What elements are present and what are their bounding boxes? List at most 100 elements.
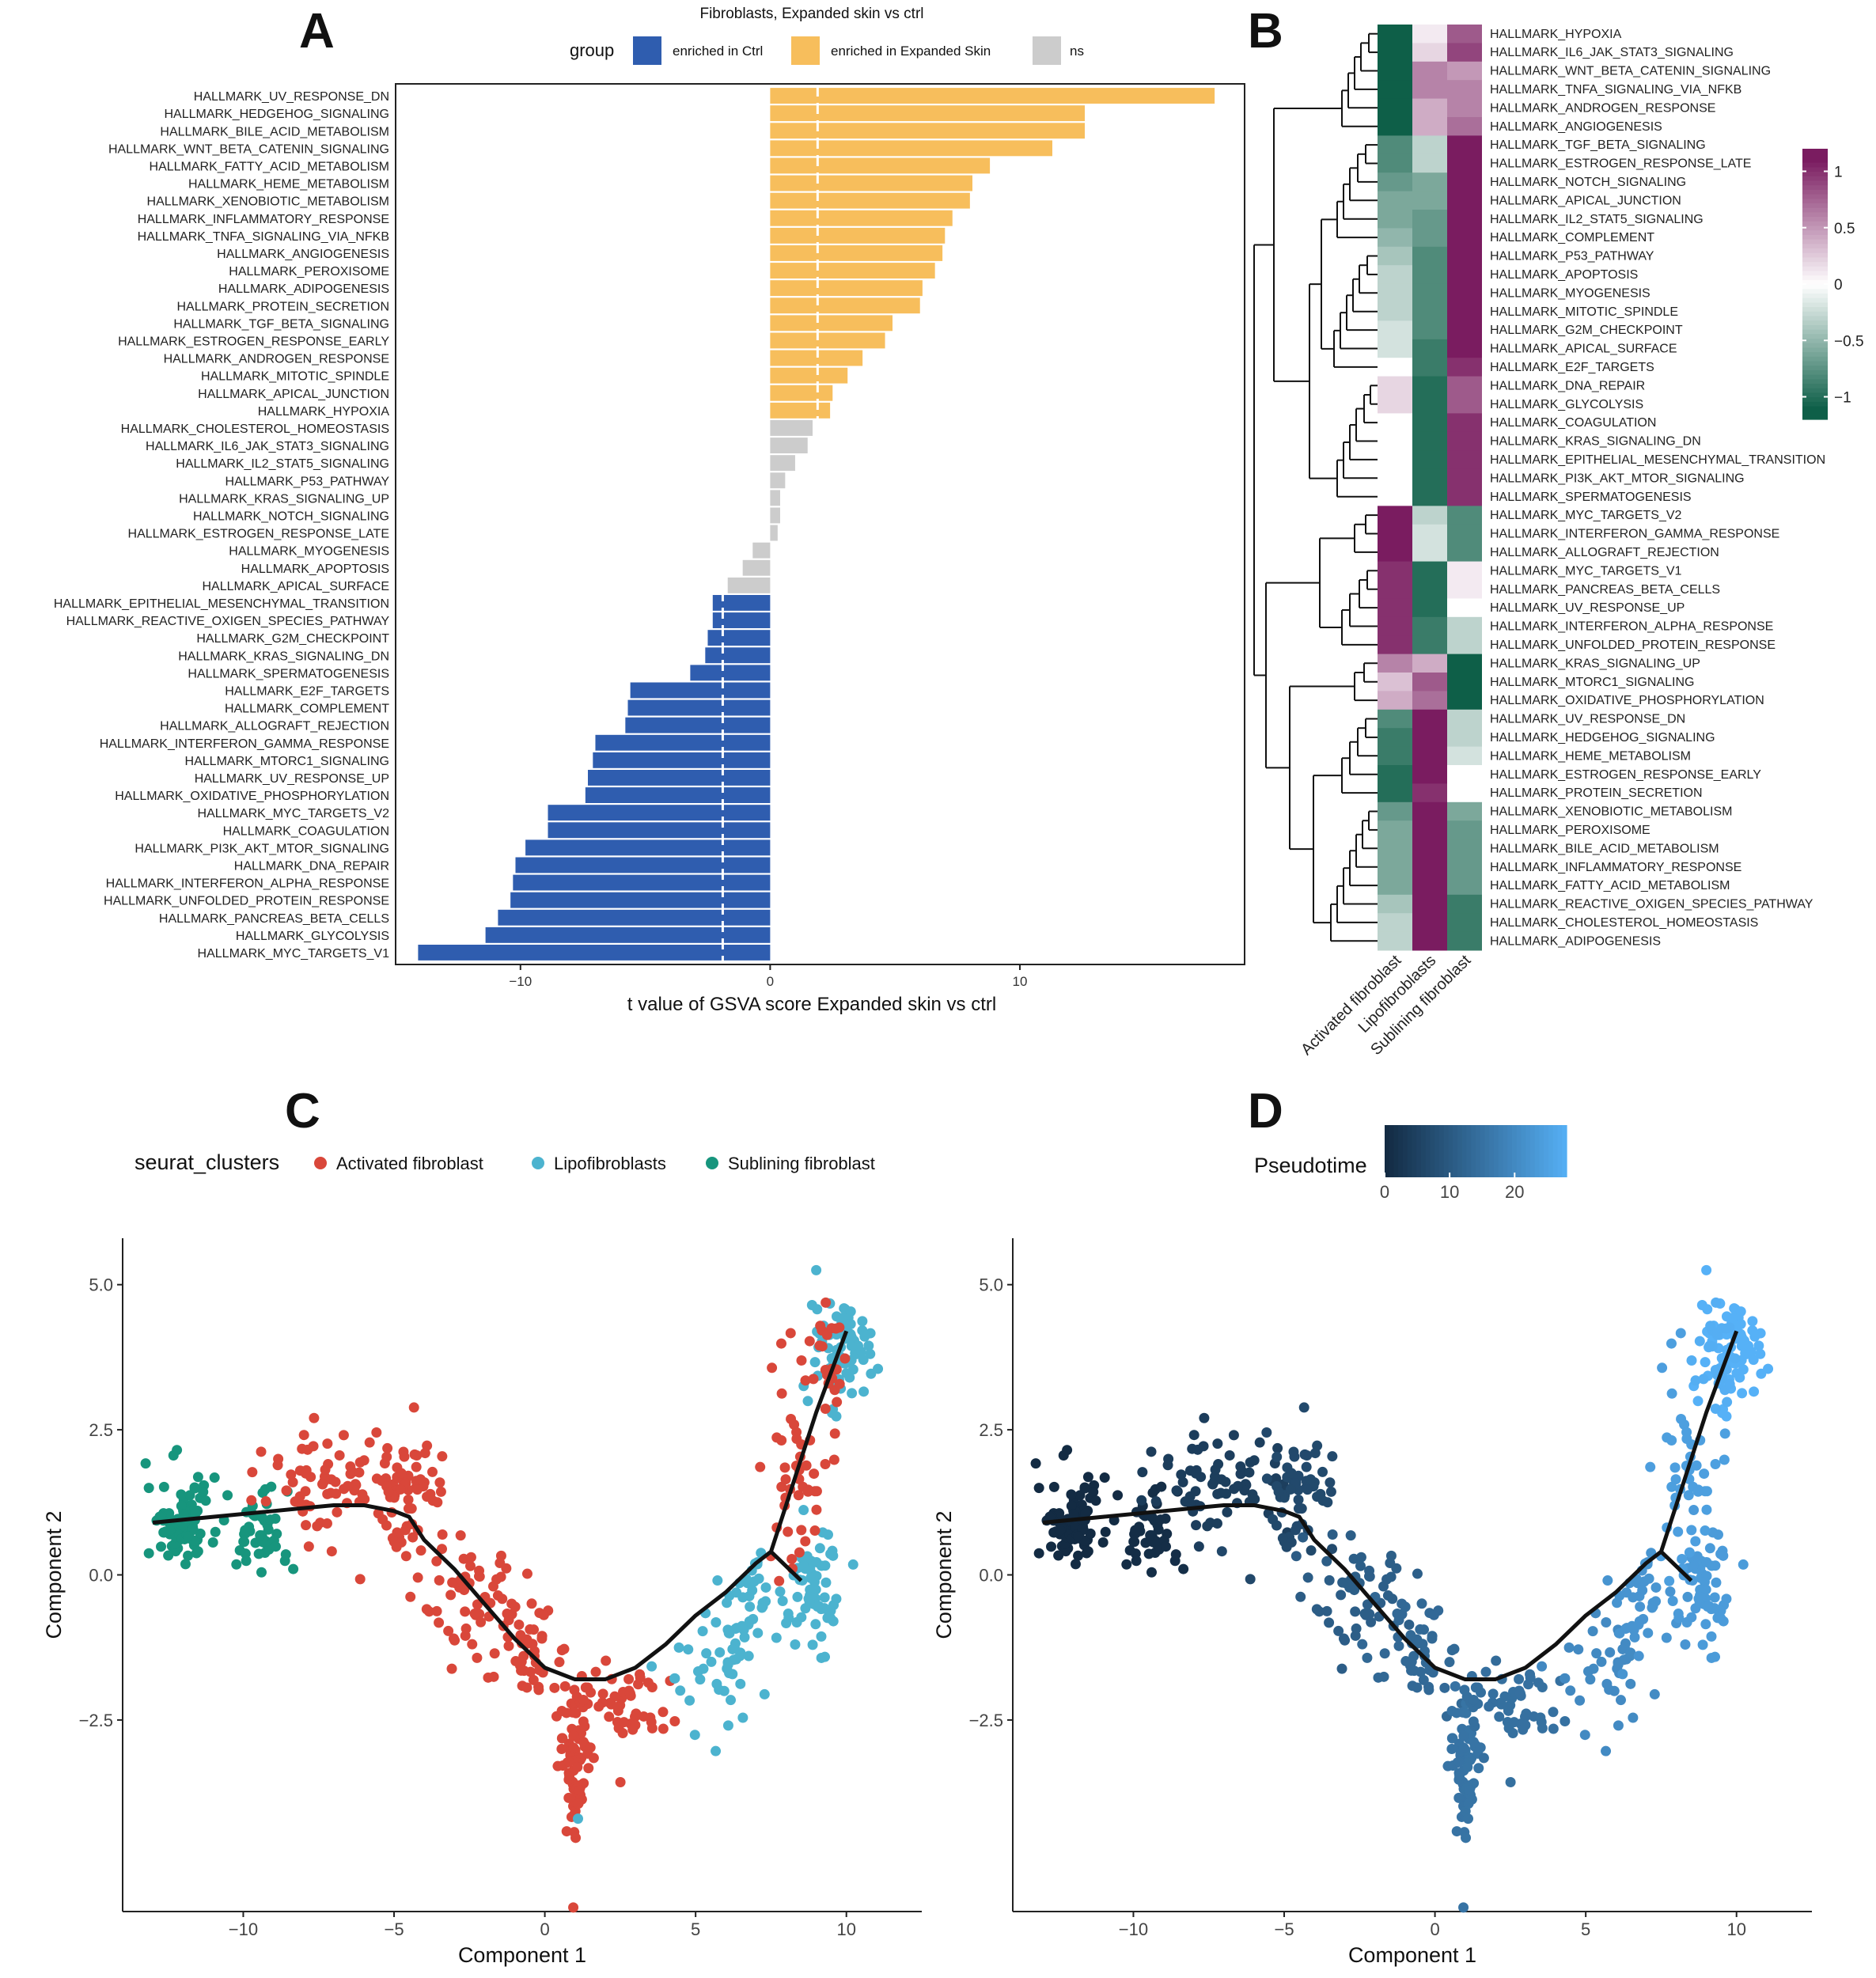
heatmap-row-label: HALLMARK_MYC_TARGETS_V2 (1490, 509, 1682, 522)
legend-dot-lipo (532, 1157, 544, 1169)
heatmap-cell (1412, 172, 1447, 192)
cell-point (345, 1468, 356, 1480)
cell-point (271, 1541, 282, 1552)
colorbar-step (1802, 157, 1828, 163)
colorbar-step (1562, 1125, 1567, 1177)
cell-point (806, 1299, 817, 1310)
legend-label: Activated fibroblast (336, 1154, 483, 1173)
cell-point (192, 1472, 203, 1483)
heatmap-cell (1412, 191, 1447, 210)
x-tick-label: 10 (836, 1919, 855, 1939)
heatmap-row-label: HALLMARK_MTORC1_SIGNALING (1490, 676, 1694, 689)
cell-point (1666, 1388, 1677, 1399)
cell-point (561, 1707, 572, 1718)
heatmap-row-label: HALLMARK_INTERFERON_GAMMA_RESPONSE (1490, 528, 1779, 541)
cell-point (1666, 1338, 1677, 1349)
cell-point (1587, 1626, 1598, 1637)
cell-point (1324, 1574, 1335, 1586)
cell-point (1355, 1552, 1366, 1563)
bar-label: HALLMARK_P53_PATHWAY (225, 475, 390, 488)
bar-label: HALLMARK_INTERFERON_ALPHA_RESPONSE (106, 877, 389, 891)
cell-point (1378, 1581, 1389, 1592)
heatmap-row-label: HALLMARK_ANDROGEN_RESPONSE (1490, 101, 1715, 115)
cell-point (1302, 1484, 1313, 1495)
cell-point (1727, 1312, 1738, 1323)
cell-point (1191, 1520, 1202, 1531)
colorbar-step (1802, 351, 1828, 357)
cell-point (1488, 1688, 1499, 1699)
bar-label: HALLMARK_IL2_STAT5_SIGNALING (176, 457, 389, 471)
cell-point (1216, 1546, 1227, 1557)
cell-point (1609, 1685, 1620, 1696)
cell-point (1535, 1712, 1546, 1723)
cell-point (158, 1481, 169, 1492)
heatmap-row-label: HALLMARK_ALLOGRAFT_REJECTION (1490, 546, 1719, 559)
cell-point (1176, 1469, 1187, 1480)
heatmap-row-label: HALLMARK_COMPLEMENT (1490, 231, 1654, 244)
cell-point (1518, 1724, 1529, 1735)
cell-point (184, 1490, 195, 1501)
cell-point (1643, 1573, 1654, 1584)
cell-point (1738, 1559, 1749, 1570)
colorbar-step (1416, 1125, 1422, 1177)
cell-point (839, 1353, 851, 1364)
heatmap-cell (1378, 561, 1412, 581)
heatmap-cell (1447, 728, 1482, 748)
colorbar-step (1403, 1125, 1408, 1177)
bar-label: HALLMARK_MYC_TARGETS_V1 (198, 947, 390, 961)
colorbar-step (1802, 356, 1828, 362)
cell-point (382, 1442, 393, 1453)
cell-point (176, 1489, 187, 1500)
heatmap-cell (1378, 858, 1412, 877)
cell-point (1293, 1494, 1304, 1505)
cell-point (819, 1592, 830, 1603)
cell-point (1359, 1609, 1370, 1620)
cell-point (1613, 1720, 1624, 1731)
heatmap-cell (1447, 265, 1482, 285)
heatmap-cell (1447, 358, 1482, 377)
cell-point (809, 1576, 820, 1587)
cell-point (1315, 1488, 1326, 1499)
colorbar-step (1557, 1125, 1563, 1177)
panel-a-bars (418, 85, 1215, 963)
cell-point (437, 1529, 448, 1540)
heatmap-cell (1378, 80, 1412, 100)
y-tick-label: −2.5 (969, 1711, 1003, 1730)
cell-point (1701, 1556, 1712, 1567)
cell-point (1601, 1617, 1612, 1628)
y-tick-label: 5.0 (979, 1275, 1003, 1295)
heatmap-cell (1412, 598, 1447, 618)
cell-point (837, 1312, 848, 1323)
cell-point (1705, 1321, 1716, 1332)
cell-point (820, 1404, 831, 1415)
cell-point (1628, 1624, 1639, 1635)
cell-point (354, 1467, 365, 1478)
x-tick-label: −5 (384, 1919, 404, 1939)
cell-point (1700, 1619, 1711, 1630)
cell-point (726, 1695, 737, 1706)
bar-label: HALLMARK_COMPLEMENT (225, 703, 389, 716)
cell-point (331, 1488, 342, 1499)
cell-point (459, 1585, 470, 1596)
bar-label: HALLMARK_INTERFERON_GAMMA_RESPONSE (100, 737, 389, 751)
cell-point (689, 1730, 700, 1741)
cell-point (1763, 1363, 1774, 1374)
cell-point (1686, 1525, 1697, 1536)
heatmap-cell (1378, 431, 1412, 451)
cell-point (1462, 1761, 1473, 1772)
heatmap-cell (1412, 673, 1447, 692)
cell-point (1286, 1468, 1297, 1479)
cell-point (1673, 1526, 1684, 1537)
colorbar-step (1802, 207, 1828, 213)
bar-label: HALLMARK_INFLAMMATORY_RESPONSE (138, 213, 389, 226)
heatmap-dendrogram (1253, 32, 1378, 942)
cell-point (286, 1469, 297, 1480)
heatmap-cell (1378, 117, 1412, 136)
bar-label: HALLMARK_PEROXISOME (229, 265, 389, 279)
cell-point (1145, 1529, 1156, 1540)
colorbar-step (1802, 338, 1828, 343)
cell-point (1298, 1402, 1309, 1413)
cell-point (399, 1451, 410, 1462)
bar-label: HALLMARK_HYPOXIA (258, 405, 390, 419)
cell-point (809, 1357, 821, 1368)
